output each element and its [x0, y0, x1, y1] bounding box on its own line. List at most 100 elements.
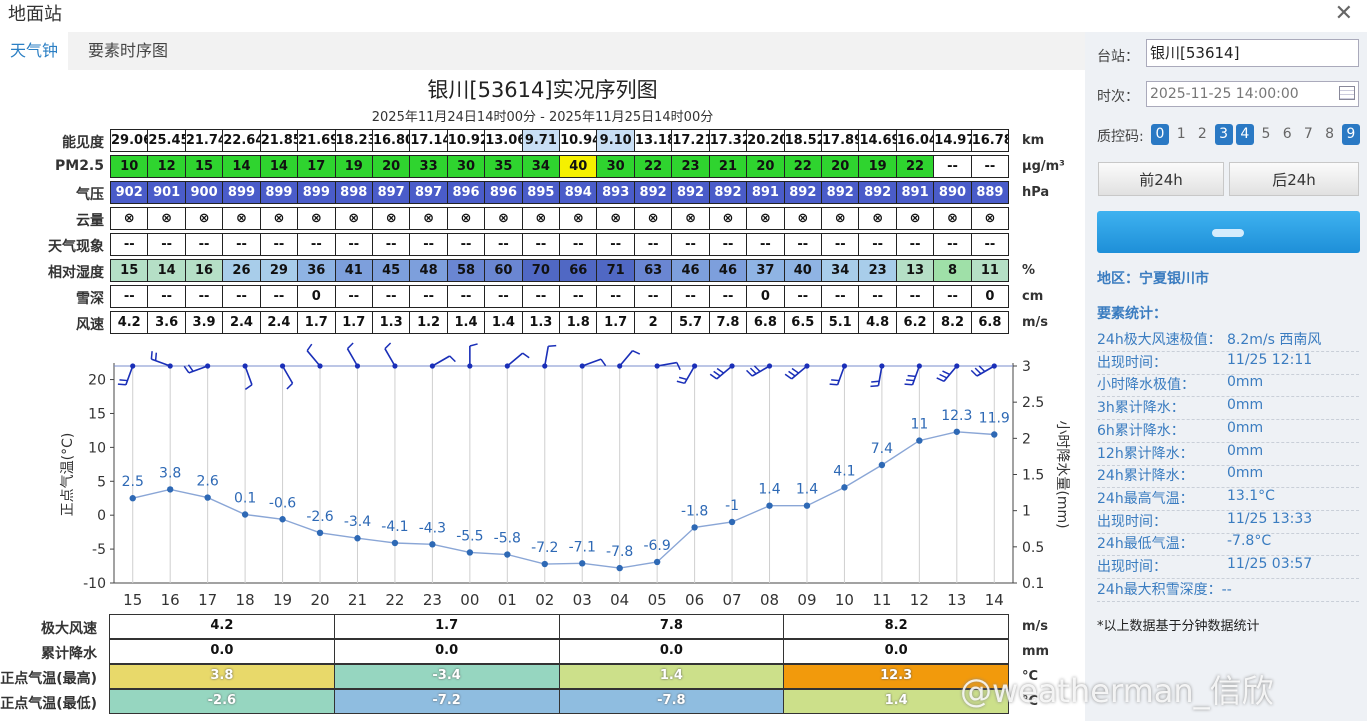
wind-barb-flag	[907, 374, 916, 378]
summary-row-cells: 0.0 0.0 0.0 0.0	[109, 639, 1009, 664]
qc-code-6[interactable]: 6	[1282, 126, 1292, 142]
table-cell: 48	[409, 259, 448, 282]
x-tick-label: 09	[797, 591, 816, 609]
table-cell: ⊗	[559, 207, 598, 230]
row-label: 风速	[76, 317, 104, 333]
y-tick-label-left: 20	[88, 373, 106, 389]
stat-row: 出现时间： 11/25 13:33	[1097, 511, 1359, 534]
table-cell: 60	[484, 259, 523, 282]
tab-weather-clock[interactable]: 天气钟	[0, 32, 69, 70]
y-tick-label-right: 0.5	[1022, 540, 1044, 556]
calendar-icon[interactable]	[1339, 86, 1355, 100]
table-cell: 40	[559, 155, 598, 178]
qc-code-0[interactable]: 0	[1151, 124, 1169, 145]
x-tick-label: 21	[348, 591, 367, 609]
stat-value: 0mm	[1227, 374, 1264, 391]
wind-barb-staff	[943, 365, 958, 382]
table-cell: 14	[222, 155, 261, 178]
qc-code-4[interactable]: 4	[1235, 124, 1254, 145]
qc-code-7[interactable]: 7	[1303, 126, 1313, 142]
close-icon[interactable]: ✕	[1334, 1, 1353, 26]
time-input[interactable]: 2025-11-25 14:00:00	[1146, 81, 1359, 107]
tab-time-series[interactable]: 要素时序图	[88, 41, 169, 60]
stat-value: 11/25 13:33	[1227, 510, 1313, 527]
row-label: 相对湿度	[48, 265, 104, 281]
table-cell: ⊗	[633, 207, 673, 230]
wind-barb-flag	[346, 342, 354, 350]
table-cell: --	[970, 155, 1010, 178]
qc-code-1[interactable]: 1	[1176, 126, 1186, 142]
wind-barb-flag	[904, 383, 913, 386]
table-cell: 23	[858, 259, 897, 282]
table-cell: 25.45	[147, 129, 186, 152]
wind-barb-flag	[978, 365, 986, 373]
wind-barb-staff	[125, 365, 134, 386]
table-cell: --	[521, 285, 561, 308]
row-label: 天气现象	[48, 239, 104, 255]
x-tick-label: 18	[236, 591, 255, 609]
table-cell: --	[783, 233, 823, 256]
prev-24h-button[interactable]: 前24h	[1098, 162, 1224, 196]
table-cell: 21.74	[184, 129, 224, 152]
row-cells: 4.2 3.6 3.9 2.4 2.4 1.7 1.7 1.3 1.2 1.4 1.4 1.3 1.8 1…	[110, 311, 1010, 334]
y-tick-label-left: 0	[97, 508, 106, 524]
table-cell: 18.52	[783, 129, 823, 152]
wind-barb-flag	[183, 365, 190, 374]
stats-note: *以上数据基于分钟数据统计	[1097, 619, 1260, 634]
row-label: PM2.5	[55, 158, 104, 174]
table-cell: 19	[858, 155, 897, 178]
stat-row: 出现时间： 11/25 12:11	[1097, 352, 1359, 375]
stat-key: 出现时间：	[1097, 354, 1167, 371]
table-cell: 17.89	[821, 129, 860, 152]
row-cells: ⊗ ⊗ ⊗ ⊗ ⊗ ⊗ ⊗ ⊗ ⊗ ⊗ ⊗ ⊗ ⊗ ⊗ ⊗ ⊗ ⊗ ⊗ ⊗ ⊗ ⊗ ⊗ ⊗ ⊗	[110, 207, 1010, 230]
y-axis-title-right: 小时降水量(mm)	[1054, 420, 1070, 528]
wind-barb-staff	[281, 365, 294, 384]
table-cell: --	[933, 155, 972, 178]
table-cell: 45	[371, 259, 411, 282]
temperature-label: 4.1	[833, 463, 855, 479]
table-cell: --	[671, 285, 710, 308]
x-tick-label: 16	[161, 591, 180, 609]
query-button[interactable]	[1097, 211, 1360, 253]
qc-code-2[interactable]: 2	[1197, 126, 1207, 142]
qc-code-9[interactable]: 9	[1341, 124, 1360, 145]
station-input[interactable]: 银川[53614]	[1146, 39, 1359, 67]
table-cell: 20	[371, 155, 411, 178]
table-cell: --	[858, 285, 897, 308]
qc-code-8[interactable]: 8	[1325, 126, 1335, 142]
qc-code-5[interactable]: 5	[1261, 126, 1271, 142]
table-cell: 1.4	[484, 311, 523, 334]
wind-barb-staff	[976, 365, 995, 377]
stat-row: 12h累计降水： 0mm	[1097, 443, 1359, 466]
temperature-point	[391, 539, 399, 547]
table-cell: --	[446, 285, 486, 308]
summary-cell: 1.4	[783, 689, 1009, 714]
qc-code-3[interactable]: 3	[1214, 124, 1233, 145]
table-cell: 21	[708, 155, 748, 178]
table-cell: 5.1	[821, 311, 860, 334]
summary-cell: 0.0	[109, 639, 335, 664]
stat-row: 24h最低气温： -7.8°C	[1097, 533, 1359, 557]
table-cell: 37	[746, 259, 785, 282]
stat-key: 24h极大风速极值：	[1097, 332, 1222, 348]
wind-barb-flag	[784, 373, 793, 380]
table-cell: --	[110, 233, 149, 256]
table-cell: --	[446, 233, 486, 256]
row-cells: -- -- -- -- -- -- -- -- -- -- -- -- -- -- -- -- -- -- -- --…	[110, 233, 1010, 256]
stat-key: 24h最低气温：	[1097, 536, 1194, 553]
stat-key: 出现时间：	[1097, 559, 1167, 575]
table-cell: 893	[596, 181, 635, 204]
table-cell: 22.64	[222, 129, 261, 152]
x-tick-label: 00	[460, 591, 479, 609]
wind-barb-flag	[187, 364, 194, 372]
y-tick-label-right: 3	[1022, 359, 1031, 375]
wind-barb-base	[879, 363, 885, 369]
table-cell: 13.18	[633, 129, 673, 152]
table-cell: 896	[484, 181, 523, 204]
table-cell: 21.69	[297, 129, 336, 152]
next-24h-button[interactable]: 后24h	[1229, 162, 1359, 196]
stat-value: 11/25 03:57	[1227, 556, 1313, 572]
summary-cell: 0.0	[783, 639, 1009, 664]
wind-barb-flag	[384, 342, 392, 350]
table-cell: --	[559, 233, 598, 256]
